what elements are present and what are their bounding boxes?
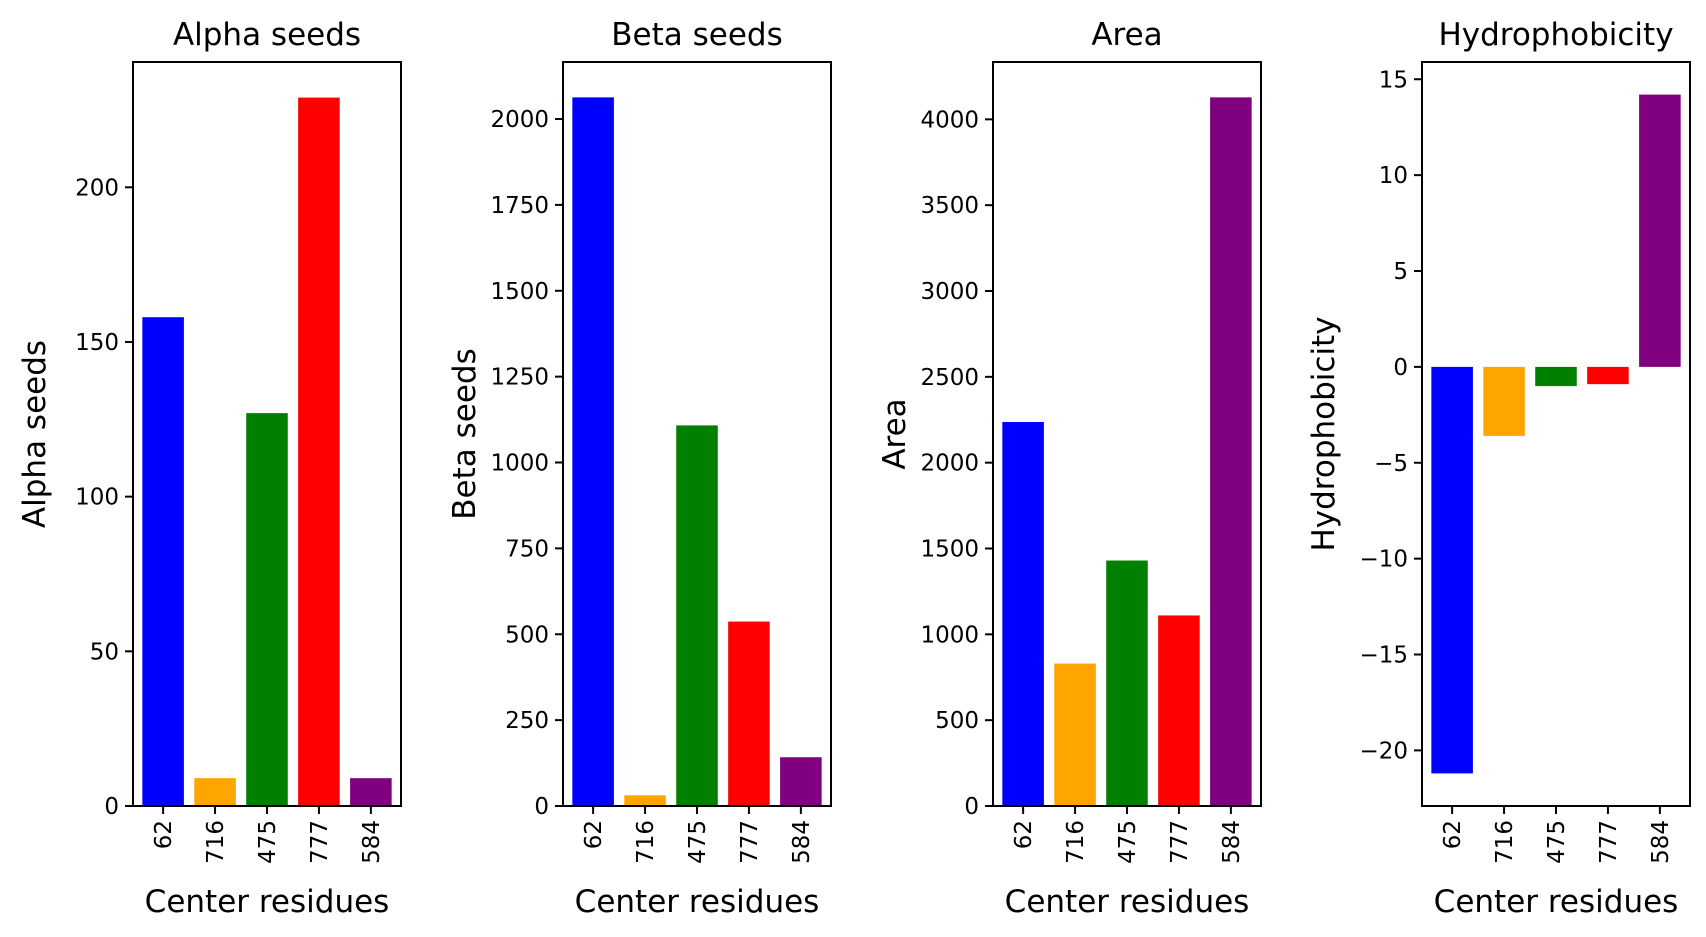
x-tick-label: 62 xyxy=(581,820,607,849)
y-tick-label: 150 xyxy=(75,330,119,356)
bar xyxy=(1106,560,1148,806)
bar xyxy=(246,413,288,806)
y-tick-label: −15 xyxy=(1359,643,1408,669)
chart-title: Beta seeds xyxy=(611,17,782,53)
bar xyxy=(1483,366,1525,436)
y-tick-label: 2000 xyxy=(920,451,979,477)
x-tick-label: 716 xyxy=(633,820,659,864)
chart-title: Hydrophobicity xyxy=(1438,17,1673,53)
x-tick-label: 584 xyxy=(1219,820,1245,864)
bar xyxy=(1431,366,1473,774)
x-tick-label: 475 xyxy=(1115,820,1141,864)
bar xyxy=(1002,421,1044,806)
x-tick-label: 777 xyxy=(1596,820,1622,864)
x-tick-label: 475 xyxy=(255,820,281,864)
y-tick-label: 3500 xyxy=(920,193,979,219)
chart-panel: 62 716 475 777 584 −20 −15 −10 −5 0 5 10 15 Hydrophob… xyxy=(1306,17,1691,920)
y-tick-label: 50 xyxy=(90,639,119,665)
bar xyxy=(728,621,770,806)
bar xyxy=(1639,94,1681,367)
plot-frame xyxy=(562,61,832,807)
y-tick-label: 0 xyxy=(964,794,979,820)
chart-panel: 62 716 475 777 584 0 50 100 150 200 Alpha seeds Cen… xyxy=(17,17,402,920)
y-tick-label: 1500 xyxy=(920,537,979,563)
y-tick-label: 1000 xyxy=(920,622,979,648)
chart-title: Area xyxy=(1091,17,1162,53)
y-tick-label: 2500 xyxy=(920,365,979,391)
y-tick-label: 0 xyxy=(1393,355,1408,381)
bar xyxy=(1210,97,1252,807)
y-tick-label: 250 xyxy=(505,708,549,734)
y-tick-label: 750 xyxy=(505,536,549,562)
x-tick-label: 62 xyxy=(151,820,177,849)
y-tick-label: 500 xyxy=(935,708,979,734)
y-tick-label: 15 xyxy=(1379,67,1408,93)
bar xyxy=(298,97,340,806)
x-axis-label: Center residues xyxy=(1434,884,1679,920)
x-tick-label: 475 xyxy=(1544,820,1570,864)
bar xyxy=(572,97,614,806)
x-tick-label: 584 xyxy=(359,820,385,864)
bar xyxy=(676,425,718,806)
bar xyxy=(780,757,822,806)
plot-frame xyxy=(1421,61,1691,807)
bar xyxy=(142,317,184,806)
y-tick-label: −10 xyxy=(1359,547,1408,573)
y-tick-label: 3000 xyxy=(920,279,979,305)
x-tick-label: 777 xyxy=(1167,820,1193,864)
y-axis-label: Hydrophobicity xyxy=(1306,316,1342,551)
chart-title: Alpha seeds xyxy=(173,17,361,53)
x-axis-label: Center residues xyxy=(1005,884,1250,920)
bar xyxy=(1054,663,1096,806)
bar xyxy=(1158,615,1200,806)
bar xyxy=(1535,366,1577,387)
x-tick-label: 777 xyxy=(737,820,763,864)
x-tick-label: 716 xyxy=(203,820,229,864)
x-tick-label: 584 xyxy=(789,820,815,864)
x-axis-label: Center residues xyxy=(145,884,390,920)
x-axis-label: Center residues xyxy=(575,884,820,920)
plot-frame xyxy=(132,61,402,807)
y-tick-label: 200 xyxy=(75,175,119,201)
y-axis-label: Alpha seeds xyxy=(17,340,53,528)
y-tick-label: −5 xyxy=(1374,451,1408,477)
y-tick-label: 2000 xyxy=(490,107,549,133)
y-tick-label: 1500 xyxy=(490,279,549,305)
y-tick-label: 4000 xyxy=(920,107,979,133)
x-tick-label: 62 xyxy=(1011,820,1037,849)
x-tick-label: 62 xyxy=(1440,820,1466,849)
bar xyxy=(194,778,236,806)
y-tick-label: 0 xyxy=(534,794,549,820)
y-tick-label: 0 xyxy=(104,794,119,820)
x-tick-label: 716 xyxy=(1492,820,1518,864)
y-axis-label: Area xyxy=(877,398,913,469)
chart-panel: 62 716 475 777 584 0 500 1000 1500 2000 2500 3000 35… xyxy=(877,17,1262,920)
y-tick-label: 5 xyxy=(1393,259,1408,285)
plot-frame xyxy=(992,61,1262,807)
bar xyxy=(1587,366,1629,385)
y-tick-label: 500 xyxy=(505,622,549,648)
x-tick-label: 777 xyxy=(307,820,333,864)
y-tick-label: −20 xyxy=(1359,738,1408,764)
y-tick-label: 1750 xyxy=(490,193,549,219)
x-tick-label: 716 xyxy=(1063,820,1089,864)
x-tick-label: 475 xyxy=(685,820,711,864)
bar xyxy=(350,778,392,806)
x-tick-label: 584 xyxy=(1648,820,1674,864)
y-axis-label: Beta seeds xyxy=(447,348,483,519)
y-tick-label: 10 xyxy=(1379,163,1408,189)
y-tick-label: 1250 xyxy=(490,365,549,391)
bar xyxy=(624,795,666,806)
chart-panel: 62 716 475 777 584 0 250 500 750 1000 1250 1500 1750… xyxy=(447,17,832,920)
y-tick-label: 1000 xyxy=(490,451,549,477)
y-tick-label: 100 xyxy=(75,485,119,511)
